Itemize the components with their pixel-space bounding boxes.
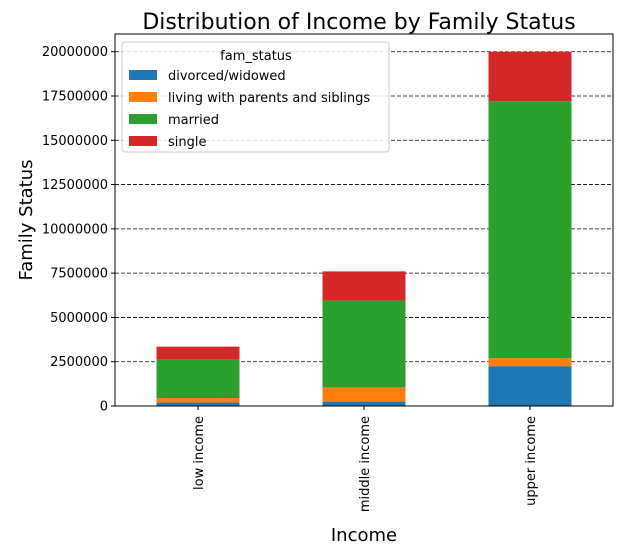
legend-swatch	[129, 92, 157, 102]
legend-box	[121, 41, 390, 153]
y-tick-label: 12500000	[42, 178, 108, 193]
y-axis-ticks: 0 2500000 5000000 7500000 10000000 12500000 15…	[42, 45, 115, 415]
legend-entry-label: single	[168, 135, 207, 150]
chart-title: Distribution of Income by Family Status	[142, 10, 575, 35]
y-tick-label: 15000000	[42, 134, 108, 149]
bar-segment	[322, 401, 406, 406]
bar-segment	[488, 101, 572, 359]
bar-segment	[156, 398, 240, 403]
x-axis-label: Income	[331, 525, 397, 546]
y-tick-label: 20000000	[42, 45, 108, 60]
y-tick-label: 0	[100, 400, 108, 415]
x-tick-label: upper income	[524, 416, 539, 506]
legend-title: fam_status	[220, 49, 292, 64]
y-tick-label: 7500000	[50, 267, 108, 282]
legend-swatch	[129, 136, 157, 146]
legend-swatch	[129, 114, 157, 124]
legend-entry-label: living with parents and siblings	[168, 91, 370, 106]
y-axis-label: Family Status	[16, 160, 37, 281]
bar-segment	[322, 300, 406, 388]
bar-segment	[156, 359, 240, 399]
legend-entry-label: married	[168, 113, 219, 128]
x-axis-ticks: low income middle income upper income	[192, 406, 539, 512]
y-tick-label: 2500000	[50, 355, 108, 370]
bar-segment	[156, 346, 240, 360]
legend: fam_status divorced/widowed living with p…	[121, 41, 390, 153]
x-tick-label: low income	[192, 416, 207, 490]
bar-segment	[322, 271, 406, 301]
y-tick-label: 10000000	[42, 222, 108, 237]
bar-segment	[156, 402, 240, 406]
bar-segment	[488, 366, 572, 406]
bars	[156, 51, 572, 406]
bar-segment	[322, 387, 406, 402]
bar-segment	[488, 51, 572, 102]
legend-swatch	[129, 70, 157, 80]
y-tick-label: 17500000	[42, 90, 108, 105]
y-tick-label: 5000000	[50, 311, 108, 326]
x-tick-label: middle income	[358, 416, 373, 512]
plot-frame	[114, 33, 614, 407]
legend-entry-label: divorced/widowed	[168, 69, 286, 84]
bar-segment	[488, 358, 572, 367]
